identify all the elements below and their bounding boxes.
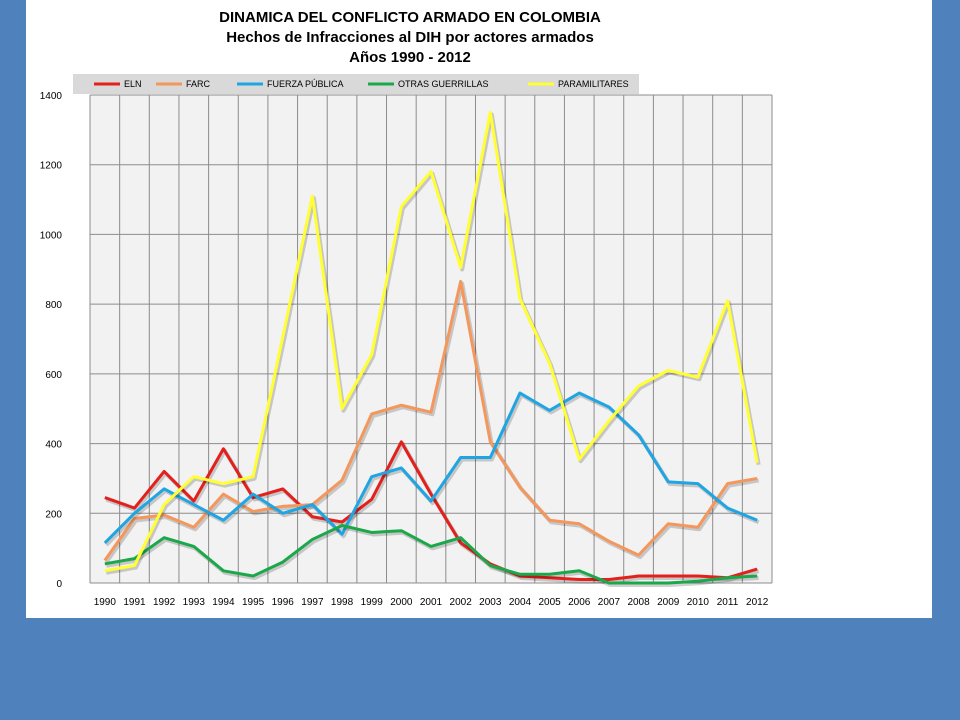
x-tick-label: 2002	[450, 597, 473, 608]
x-tick-label: 1996	[272, 597, 295, 608]
legend: ELN FARC FUERZA PÚBLICA OTRAS GUERRILLAS PAR…	[94, 79, 629, 89]
y-tick-label: 400	[45, 440, 62, 451]
x-tick-label: 1991	[123, 597, 146, 608]
legend-label: FARC	[186, 79, 211, 89]
x-tick-label: 1992	[153, 597, 176, 608]
series-line-farc	[103, 279, 758, 562]
legend-background	[73, 74, 639, 94]
x-tick-label: 2009	[657, 597, 680, 608]
grid-lines	[89, 94, 773, 584]
y-tick-label: 0	[56, 579, 62, 590]
x-tick-label: 2000	[390, 597, 413, 608]
x-tick-label: 2003	[479, 597, 502, 608]
x-tick-label: 1994	[212, 597, 235, 608]
chart-title-line-3: Años 1990 - 2012	[349, 49, 471, 66]
legend-label: FUERZA PÚBLICA	[267, 79, 344, 89]
y-tick-label: 1000	[40, 230, 63, 241]
x-tick-label: 2004	[509, 597, 532, 608]
x-tick-label: 1995	[242, 597, 265, 608]
series-line-fuerza-p-blica	[103, 391, 758, 544]
x-tick-label: 2001	[420, 597, 443, 608]
x-tick-label: 2006	[568, 597, 591, 608]
x-axis-ticks: 1990 1991 1992 1993 1994 1995 1996 1997 1998 1999…	[94, 597, 769, 608]
y-tick-label: 200	[45, 509, 62, 520]
series-shadow	[104, 281, 760, 564]
y-tick-label: 1200	[40, 161, 63, 172]
x-tick-label: 2010	[687, 597, 710, 608]
plot-area	[90, 95, 772, 583]
legend-label: OTRAS GUERRILLAS	[398, 79, 489, 89]
chart-title-line-1: DINAMICA DEL CONFLICTO ARMADO EN COLOMBI…	[219, 9, 601, 26]
y-axis-ticks: 0 200 400 600 800 1000 1200 1400	[40, 91, 63, 590]
x-tick-label: 1990	[94, 597, 117, 608]
series-line-otras-guerrillas	[104, 523, 758, 585]
legend-label: ELN	[124, 79, 142, 89]
legend-label: PARAMILITARES	[558, 79, 629, 89]
x-tick-label: 2005	[538, 597, 561, 608]
x-tick-label: 2008	[627, 597, 650, 608]
x-tick-label: 2012	[746, 597, 769, 608]
y-tick-label: 800	[45, 300, 62, 311]
x-tick-label: 1999	[361, 597, 384, 608]
chart-title-line-2: Hechos de Infracciones al DIH por actore…	[226, 29, 594, 46]
series-line-eln	[104, 440, 758, 582]
chart-title: DINAMICA DEL CONFLICTO ARMADO EN COLOMBI…	[180, 8, 640, 68]
x-tick-label: 1993	[183, 597, 206, 608]
series-line-paramilitares	[104, 110, 759, 573]
x-tick-label: 2007	[598, 597, 621, 608]
y-tick-label: 1400	[40, 91, 63, 102]
x-tick-label: 1997	[301, 597, 324, 608]
y-tick-label: 600	[45, 370, 62, 381]
series-lines	[103, 110, 761, 587]
x-tick-label: 1998	[331, 597, 354, 608]
x-tick-label: 2011	[717, 597, 739, 608]
